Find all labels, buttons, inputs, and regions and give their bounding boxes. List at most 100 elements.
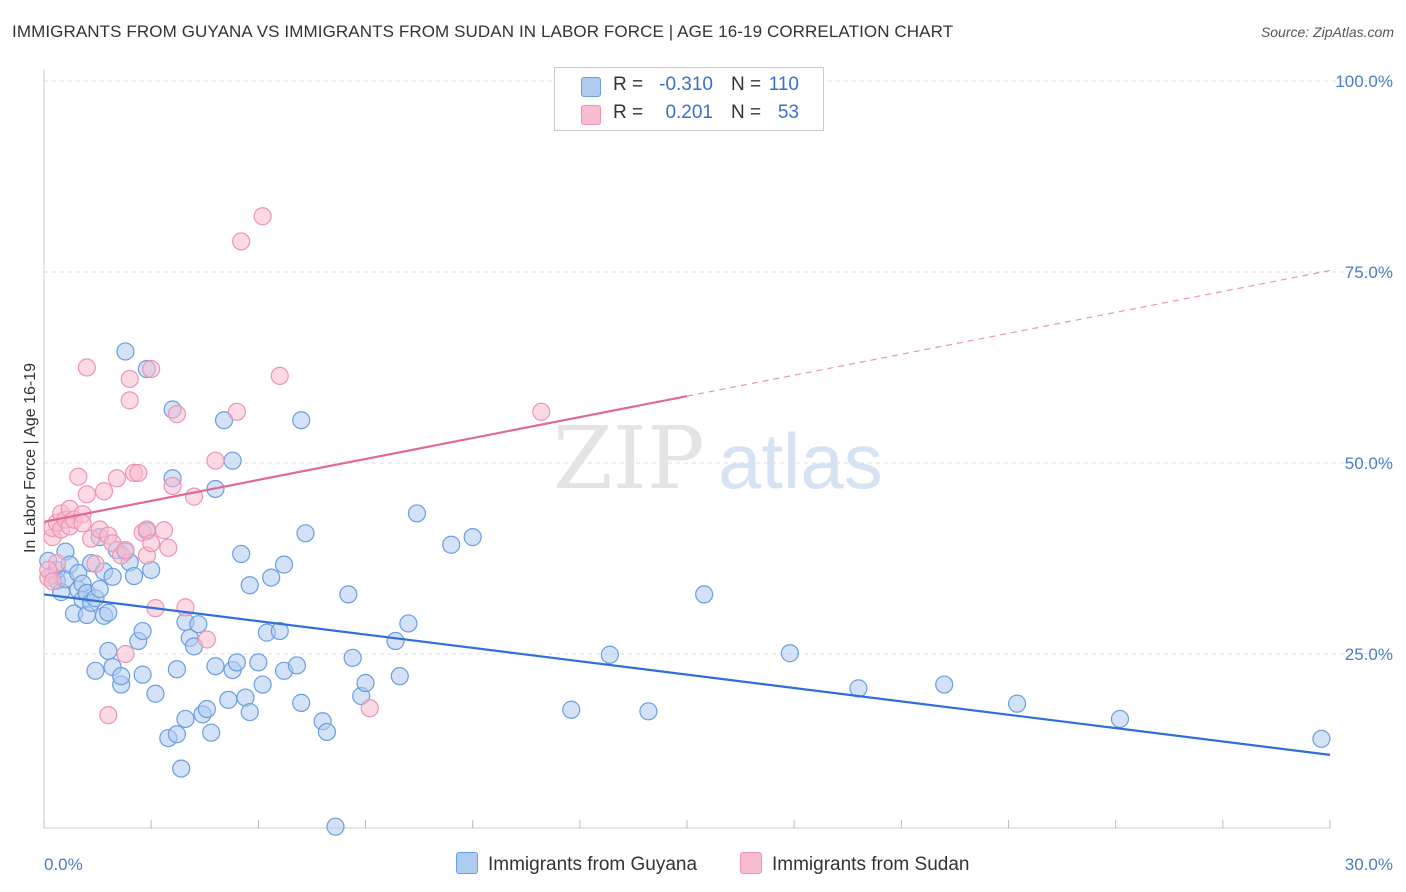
guyana-point bbox=[287, 656, 307, 675]
sudan-point bbox=[197, 630, 216, 649]
guyana-point bbox=[407, 504, 427, 523]
guyana-point bbox=[339, 585, 358, 604]
guyana-point bbox=[99, 641, 118, 661]
guyana-point bbox=[562, 700, 581, 719]
guyana-point bbox=[124, 566, 144, 586]
bottom-legend-sudan: Immigrants from Sudan bbox=[740, 852, 969, 876]
sudan-point bbox=[270, 366, 289, 386]
sudan-point bbox=[129, 463, 148, 483]
sudan-point bbox=[120, 369, 139, 389]
guyana-point bbox=[262, 568, 281, 587]
guyana-point bbox=[292, 693, 311, 712]
axis-labels: 100.0% 75.0% 50.0% 25.0% 0.0% 30.0% In Labor F… bbox=[22, 72, 1393, 874]
watermark-atlas: atlas bbox=[718, 417, 883, 505]
sudan-point bbox=[167, 405, 186, 424]
guyana-point bbox=[103, 567, 122, 586]
guyana-point bbox=[270, 621, 289, 641]
guyana-point bbox=[639, 702, 658, 721]
guyana-point bbox=[219, 690, 238, 709]
guyana-point bbox=[227, 653, 246, 672]
guyana-point bbox=[386, 631, 405, 651]
sudan-point bbox=[142, 359, 161, 379]
guyana-point bbox=[133, 621, 152, 641]
watermark: ZIP atlas bbox=[553, 409, 883, 509]
x-tick-label: 0.0% bbox=[44, 855, 83, 874]
source-label: Source: ZipAtlas.com bbox=[1260, 24, 1394, 40]
sudan-point bbox=[232, 232, 251, 251]
guyana-point bbox=[240, 576, 259, 595]
guyana-point bbox=[935, 675, 954, 694]
sudan-point bbox=[253, 207, 272, 226]
sudan-point bbox=[73, 514, 92, 533]
guyana-point bbox=[343, 648, 362, 667]
guyana-point bbox=[253, 675, 272, 694]
legend-row-sudan: R = 0.201 N = 53 bbox=[555, 101, 823, 129]
guyana-point bbox=[223, 451, 242, 470]
guyana-point bbox=[112, 667, 131, 686]
bottom-legend-guyana-label: Immigrants from Guyana bbox=[488, 854, 698, 875]
guyana-point bbox=[86, 661, 105, 680]
guyana-point bbox=[249, 653, 268, 672]
guyana-point bbox=[172, 759, 191, 778]
guyana-point bbox=[390, 667, 409, 686]
sudan-point bbox=[159, 538, 178, 557]
sudan-point bbox=[94, 482, 114, 501]
y-tick-label: 50.0% bbox=[1345, 454, 1393, 473]
sudan-point bbox=[86, 554, 105, 573]
guyana-point bbox=[146, 684, 165, 703]
guyana-point bbox=[292, 411, 311, 430]
trend-lines bbox=[43, 269, 1331, 756]
guyana-point bbox=[232, 544, 251, 564]
sudan-point bbox=[77, 485, 96, 504]
x-tick-label: 30.0% bbox=[1345, 855, 1393, 874]
sudan-point bbox=[154, 521, 174, 540]
bottom-legend-sudan-label: Immigrants from Sudan bbox=[772, 854, 970, 875]
sudan-point bbox=[99, 706, 118, 725]
guyana-point bbox=[296, 524, 315, 543]
sudan-point bbox=[227, 402, 246, 421]
legend-n-label: N = bbox=[731, 74, 762, 95]
axes bbox=[43, 70, 1331, 829]
y-axis-label: In Labor Force | Age 16-19 bbox=[22, 363, 39, 553]
sudan-point bbox=[532, 402, 551, 421]
sudan-point bbox=[107, 469, 126, 488]
bottom-legend-guyana: Immigrants from Guyana bbox=[456, 852, 697, 876]
sudan-point bbox=[69, 467, 88, 486]
sudan-trend-projection bbox=[686, 269, 1331, 397]
guyana-point bbox=[274, 555, 294, 574]
guyana-point bbox=[99, 603, 118, 622]
watermark-zip: ZIP bbox=[553, 409, 705, 509]
legend-r-label: R = bbox=[613, 102, 644, 123]
guyana-point bbox=[600, 645, 619, 664]
guyana-point bbox=[197, 699, 216, 719]
guyana-point bbox=[326, 817, 345, 836]
legend-r-value: -0.310 bbox=[659, 74, 713, 95]
guyana-point bbox=[463, 528, 482, 547]
guyana-point bbox=[1312, 729, 1331, 748]
correlation-legend: R = -0.310 N = 110 R = 0.201 N = 53 bbox=[554, 67, 824, 131]
guyana-point bbox=[240, 702, 259, 722]
guyana-point bbox=[695, 585, 714, 604]
guyana-point bbox=[442, 535, 461, 554]
sudan-swatch-icon bbox=[581, 105, 601, 125]
sudan-point bbox=[142, 534, 161, 553]
guyana-point bbox=[176, 709, 195, 729]
legend-row-guyana: R = -0.310 N = 110 bbox=[555, 73, 823, 101]
guyana-point bbox=[1007, 694, 1027, 713]
sudan-point bbox=[116, 540, 135, 560]
chart-title: IMMIGRANTS FROM GUYANA VS IMMIGRANTS FRO… bbox=[12, 22, 954, 41]
y-tick-label: 75.0% bbox=[1345, 263, 1393, 282]
guyana-point bbox=[116, 342, 135, 361]
legend-r-label: R = bbox=[613, 74, 644, 95]
guyana-point bbox=[780, 644, 799, 663]
guyana-point bbox=[1110, 709, 1130, 729]
guyana-point bbox=[214, 411, 234, 430]
legend-n-value: 110 bbox=[768, 74, 799, 95]
grid-lines bbox=[44, 80, 1392, 655]
y-tick-label: 25.0% bbox=[1345, 645, 1393, 664]
sudan-point bbox=[43, 572, 62, 591]
sudan-point bbox=[77, 358, 96, 377]
guyana-point bbox=[317, 722, 337, 742]
guyana-point bbox=[133, 665, 152, 684]
